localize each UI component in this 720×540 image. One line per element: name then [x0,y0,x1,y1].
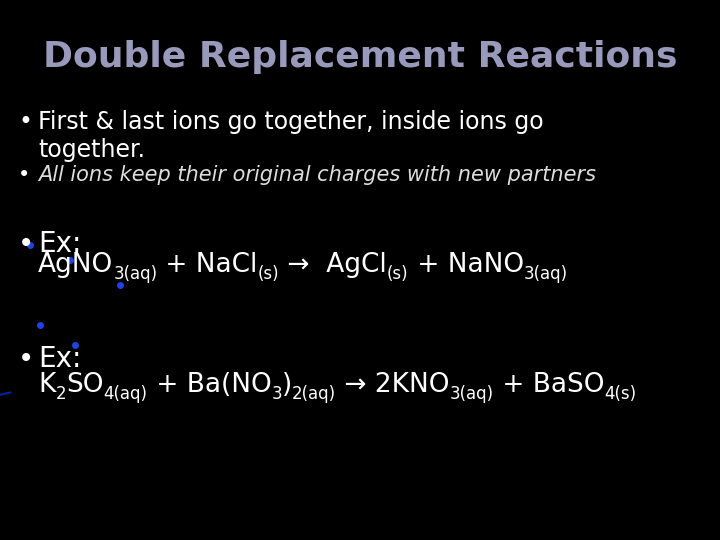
Text: •: • [18,165,30,185]
Text: •: • [18,345,35,373]
Text: Ex:: Ex: [38,345,81,373]
Text: 3(aq): 3(aq) [450,385,494,403]
Text: 2: 2 [55,385,66,403]
Text: First & last ions go together, inside ions go: First & last ions go together, inside io… [38,110,544,134]
Text: → 2KNO: → 2KNO [336,372,450,398]
Text: Ex:: Ex: [38,230,81,258]
Text: AgNO: AgNO [38,252,113,278]
Text: 4(aq): 4(aq) [104,385,148,403]
Text: (s): (s) [258,265,279,283]
Text: ): ) [282,372,292,398]
Text: 3(aq): 3(aq) [113,265,158,283]
Text: + NaNO: + NaNO [409,252,524,278]
Text: Double Replacement Reactions: Double Replacement Reactions [42,40,678,74]
Text: together.: together. [38,138,145,162]
Text: + BaSO: + BaSO [494,372,604,398]
Text: All ions keep their original charges with new partners: All ions keep their original charges wit… [38,165,596,185]
Text: SO: SO [66,372,104,398]
Text: (s): (s) [387,265,409,283]
Text: •: • [18,110,32,134]
Text: →  AgCl: → AgCl [279,252,387,278]
Text: K: K [38,372,55,398]
Text: 3(aq): 3(aq) [524,265,568,283]
Text: 4(s): 4(s) [604,385,636,403]
Text: + NaCl: + NaCl [158,252,258,278]
Text: + Ba(NO: + Ba(NO [148,372,271,398]
Text: 2(aq): 2(aq) [292,385,336,403]
Text: 3: 3 [271,385,282,403]
Text: •: • [18,230,35,258]
